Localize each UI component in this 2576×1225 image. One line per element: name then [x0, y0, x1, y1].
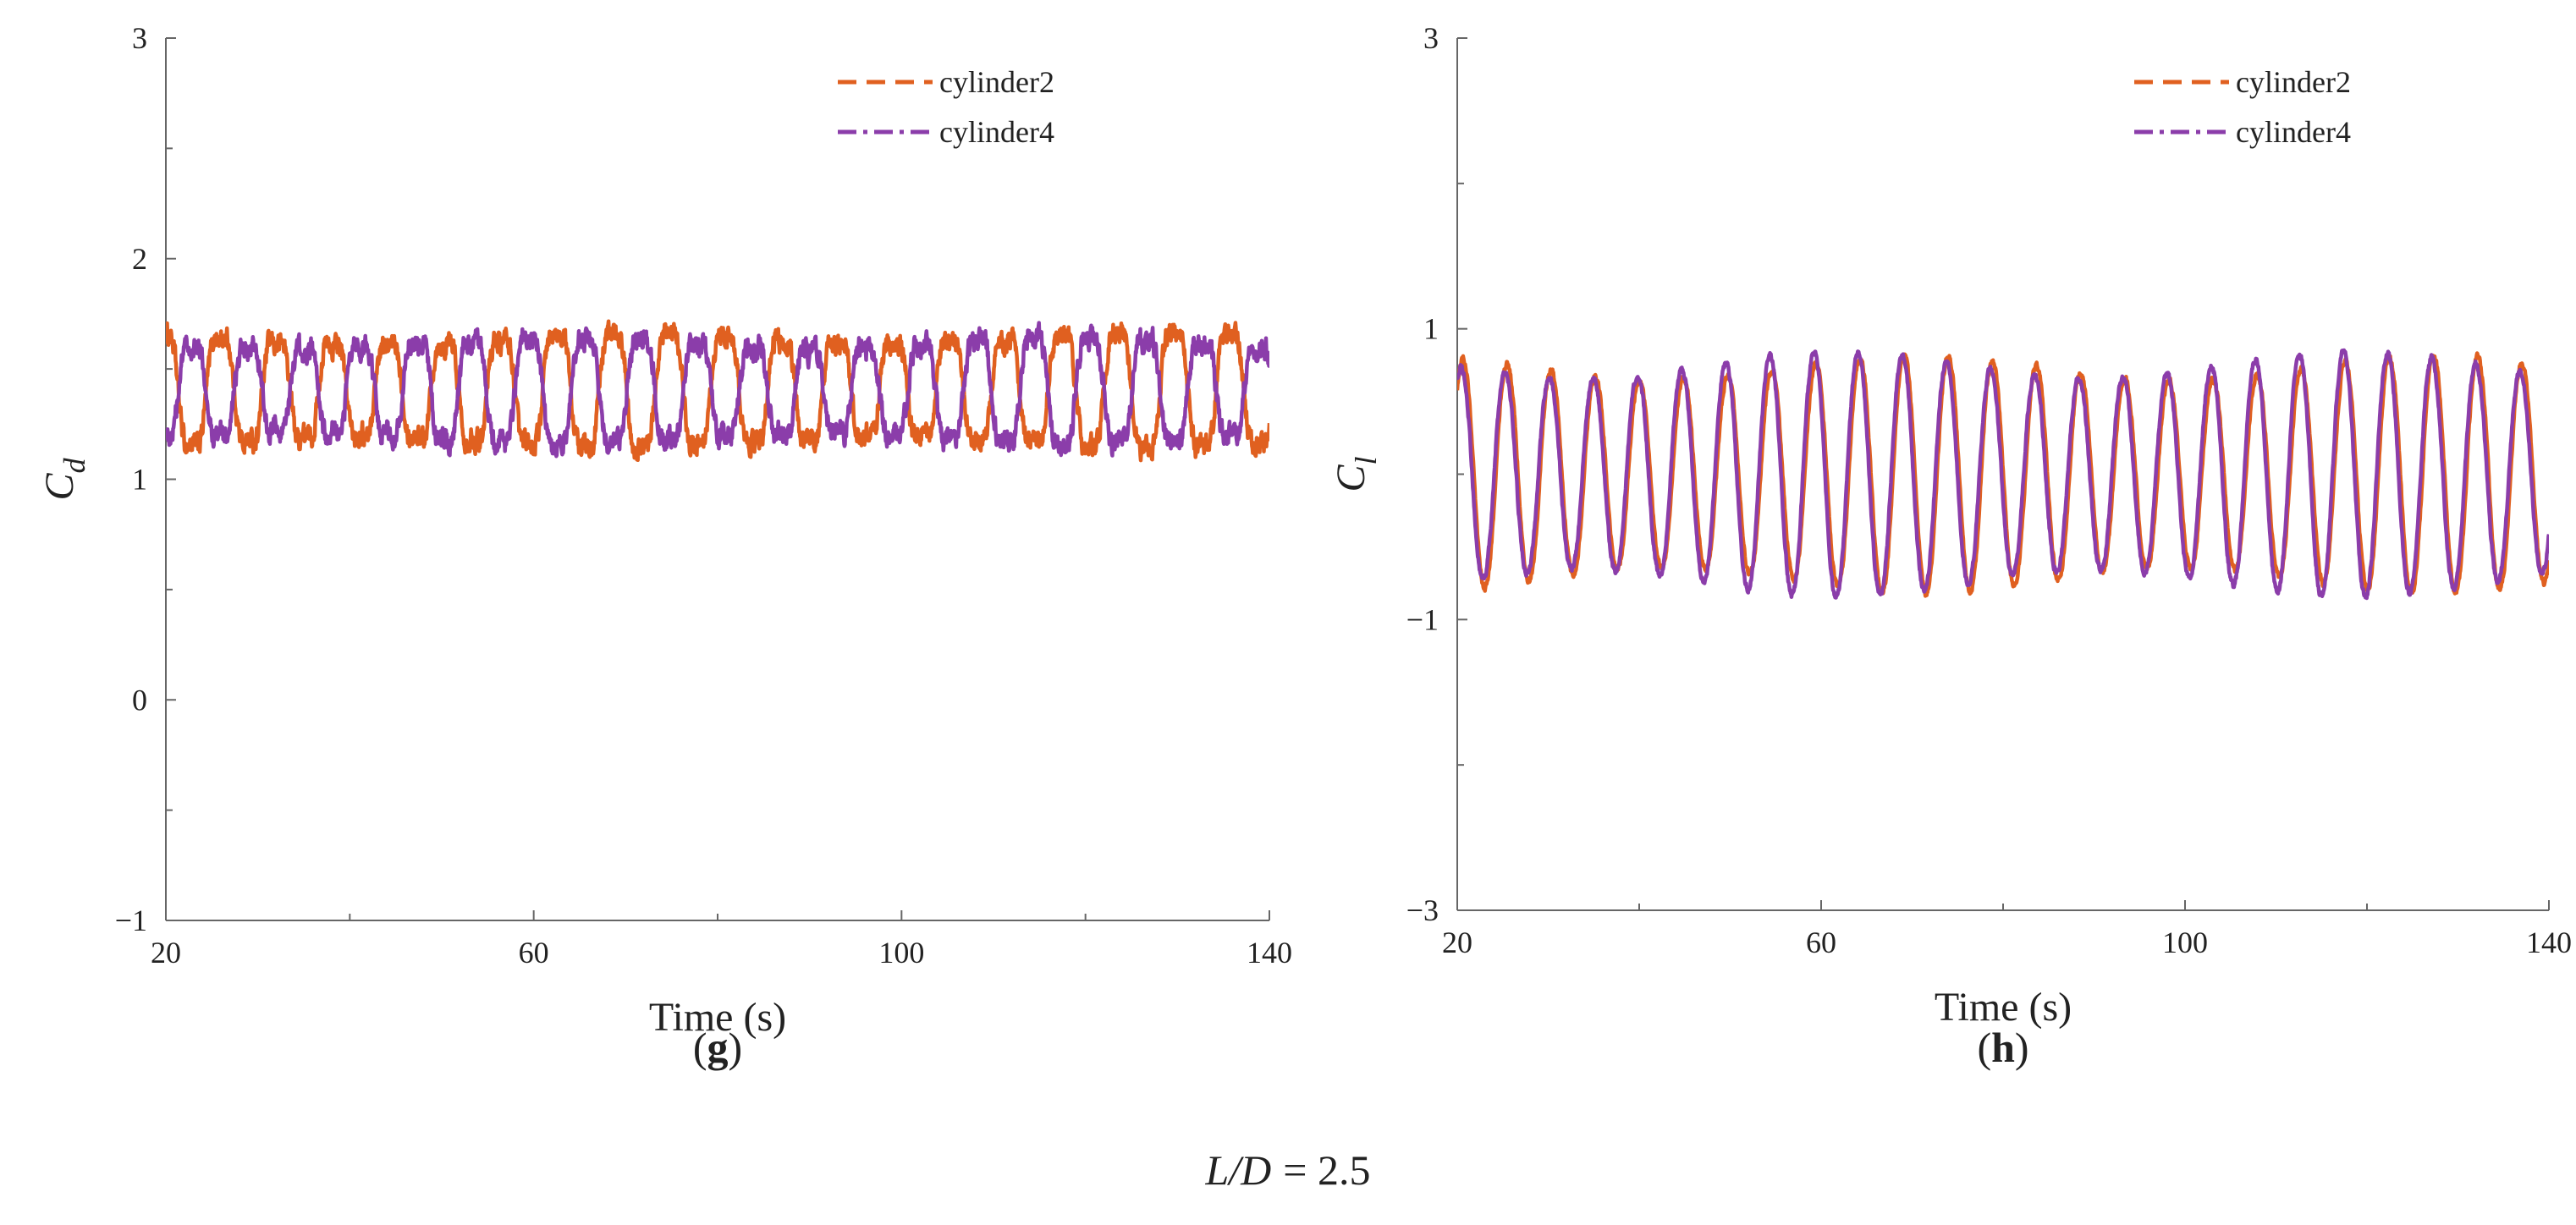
y-axis-label-sub: d [58, 457, 91, 473]
x-tick-label: 100 [878, 936, 924, 970]
y-axis-label: Cl [1329, 456, 1383, 492]
panel-label: (h) [1977, 1024, 2028, 1071]
caption-ratio: L/D [1204, 1146, 1271, 1194]
y-tick-label: −1 [115, 904, 147, 937]
series-line-cylinder4 [1457, 348, 2549, 601]
chart-panel-g: −1 0 1 2 3 20 60 100 140 Time (s) Cd cylinder2 cylind… [37, 21, 1292, 1071]
x-axis-label-name: Time [1935, 985, 2019, 1030]
x-tick-label: 140 [1247, 936, 1292, 970]
y-axis-label: Cd [37, 457, 91, 500]
panel-label-letter: h [1991, 1024, 2015, 1071]
panel-label-letter: g [707, 1024, 729, 1071]
y-tick-label: 0 [132, 683, 147, 717]
y-tick-label: 2 [132, 242, 147, 276]
y-axis-label-sub: l [1349, 456, 1383, 464]
panel-label: (g) [693, 1024, 742, 1071]
legend-label-cylinder4: cylinder4 [939, 115, 1054, 149]
x-tick-label: 60 [1806, 926, 1836, 959]
x-axis-label-unit: (s) [743, 995, 786, 1040]
x-axis-label-unit: (s) [2028, 985, 2072, 1030]
y-tick-label: −1 [1406, 602, 1439, 636]
y-axis-label-main: C [1329, 464, 1373, 492]
x-axis-label-name: Time [649, 995, 734, 1040]
x-tick-label: 100 [2162, 926, 2208, 959]
y-tick-label: −3 [1406, 893, 1439, 927]
x-axis-label: Time (s) [649, 995, 786, 1040]
legend-label-cylinder4: cylinder4 [2236, 115, 2351, 149]
y-axis-label-main: C [37, 473, 82, 501]
y-tick-label: 3 [132, 21, 147, 55]
panel-label-close: ) [729, 1024, 743, 1071]
y-tick-label: 1 [1423, 312, 1439, 346]
panel-label-open: ( [1977, 1024, 1991, 1071]
y-tick-label: 3 [1423, 21, 1439, 55]
figure-caption: L/D = 2.5 [1204, 1146, 1370, 1194]
x-tick-label: 20 [151, 936, 181, 970]
legend-label-cylinder2: cylinder2 [2236, 65, 2351, 99]
caption-value: = 2.5 [1283, 1146, 1370, 1194]
x-tick-label: 20 [1442, 926, 1472, 959]
series-line-cylinder4 [166, 321, 1269, 459]
panel-label-open: ( [693, 1024, 707, 1071]
y-tick-label: 1 [132, 463, 147, 497]
x-tick-label: 60 [519, 936, 549, 970]
x-axis-label: Time (s) [1935, 985, 2072, 1030]
series-line-cylinder2 [166, 319, 1269, 463]
panel-label-close: ) [2015, 1024, 2029, 1071]
x-tick-label: 140 [2526, 926, 2572, 959]
legend-label-cylinder2: cylinder2 [939, 65, 1054, 99]
chart-panel-h: −3 −1 1 3 20 60 100 140 Time (s) Cl cylinder2 cylind… [1329, 21, 2572, 1071]
